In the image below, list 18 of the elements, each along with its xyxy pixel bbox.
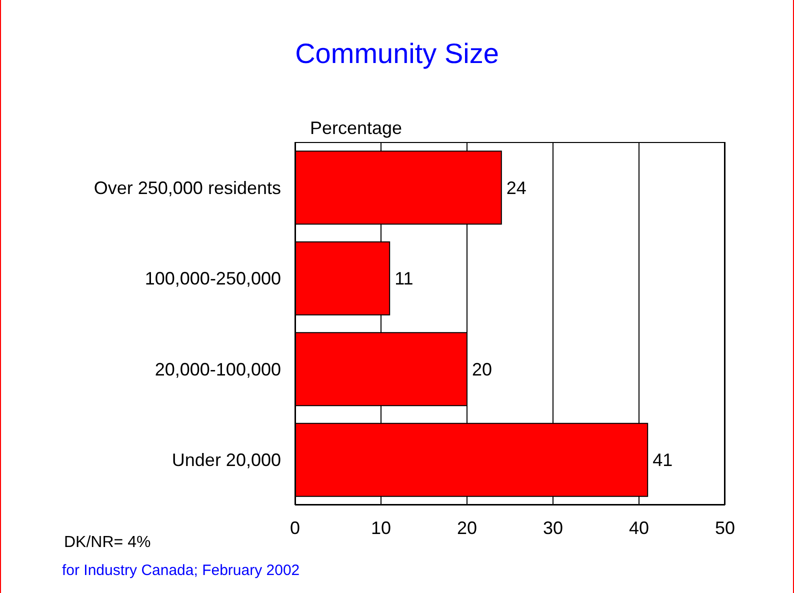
chart-title: Community Size: [294, 38, 500, 70]
x-tick-label: 10: [370, 518, 392, 538]
y-tick-label: 100,000-250,000: [144, 268, 281, 289]
data-label: 20: [472, 359, 492, 380]
data-label: 11: [394, 268, 414, 289]
y-tick-label: 20,000-100,000: [154, 359, 281, 380]
y-tick-label: Under 20,000: [172, 450, 281, 470]
x-tick-label: 20: [456, 518, 478, 538]
x-tick-label: 40: [628, 518, 650, 538]
data-label: 24: [506, 178, 526, 198]
text: for Industry Canada; February 2002: [62, 562, 300, 579]
text: DK/NR= 4%: [64, 534, 151, 552]
y-tick-label: Over 250,000 residents: [94, 178, 281, 198]
x-tick-label: 50: [714, 518, 736, 538]
data-label: 41: [652, 450, 673, 470]
x-axis-title: Percentage: [310, 118, 402, 139]
x-tick-label: 30: [542, 518, 564, 538]
x-tick-label: 0: [290, 518, 300, 538]
